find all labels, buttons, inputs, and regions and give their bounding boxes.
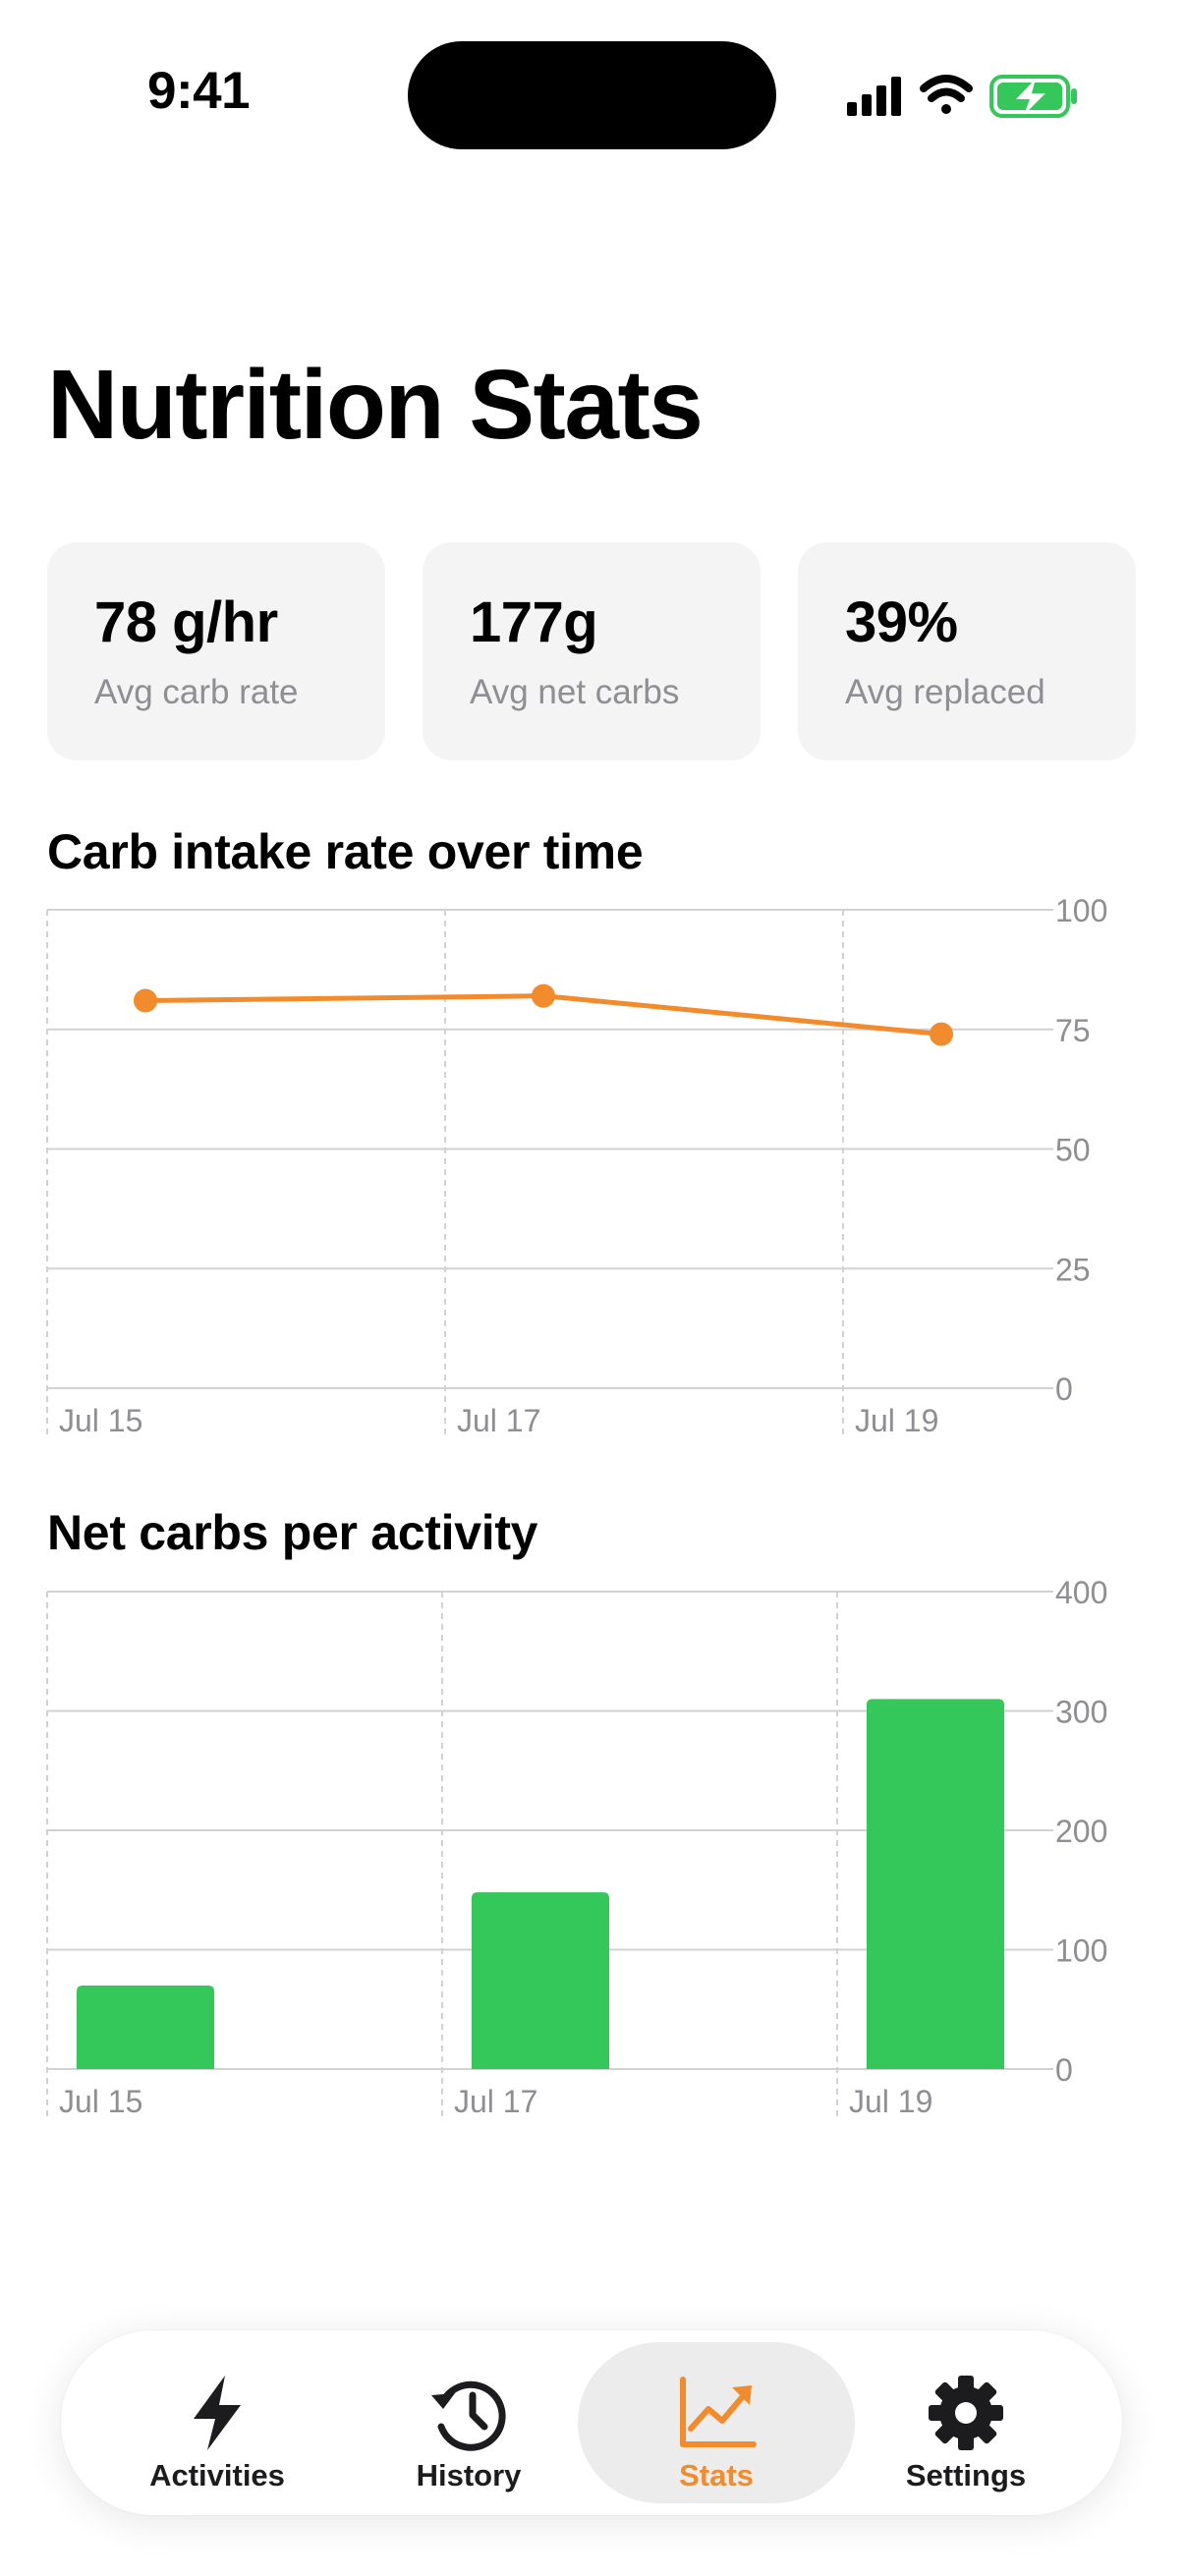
gear-icon [929,2376,1003,2450]
bolt-icon [194,2376,241,2450]
carb-rate-chart-title: Carb intake rate over time [47,824,644,879]
wifi-icon [920,75,973,114]
y-tick-label: 75 [1055,1013,1091,1048]
stat-label: Avg net carbs [470,673,680,711]
stat-value: 78 g/hr [94,590,278,654]
carb-rate-line-chart: 0 25 50 75 100 Jul 15 Jul 17 Jul 19 [46,893,1107,1438]
tab-settings[interactable]: Settings [827,2342,1104,2503]
bar [77,1985,214,2069]
status-icons [847,75,1077,118]
stat-value: 177g [470,590,598,654]
x-tick-label: Jul 15 [59,1403,142,1438]
tab-label: Settings [905,2458,1027,2492]
x-tick-label: Jul 19 [855,1403,938,1438]
y-tick-label: 50 [1055,1133,1091,1168]
stat-label: Avg carb rate [94,673,299,711]
history-icon [431,2380,506,2451]
y-tick-label: 25 [1055,1252,1091,1287]
data-point [134,988,157,1013]
dynamic-island [408,41,776,149]
x-tick-label: Jul 17 [454,2084,537,2119]
tab-stats[interactable]: Stats [578,2342,855,2503]
stat-label: Avg replaced [845,673,1045,711]
stat-card-carb-rate: 78 g/hr Avg carb rate [47,542,385,760]
cellular-signal-icon [847,77,901,116]
y-tick-label: 200 [1055,1814,1107,1849]
y-tick-label: 100 [1055,893,1107,928]
tab-history[interactable]: History [330,2342,607,2503]
y-tick-label: 300 [1055,1695,1107,1730]
stat-card-net-carbs: 177g Avg net carbs [423,542,761,760]
tab-label: History [416,2458,522,2492]
x-tick-label: Jul 19 [849,2084,932,2119]
net-carbs-chart-title: Net carbs per activity [47,1505,538,1560]
x-tick-label: Jul 15 [59,2084,142,2119]
stat-value: 39% [845,590,958,654]
data-point [930,1022,953,1046]
tab-bar: Activities History Stats [61,2330,1122,2515]
stat-card-replaced: 39% Avg replaced [798,542,1136,760]
tab-activities[interactable]: Activities [79,2342,356,2503]
y-tick-label: 0 [1055,1372,1073,1407]
chart-icon [680,2377,757,2447]
battery-charging-icon [989,75,1077,118]
x-tick-label: Jul 17 [457,1403,540,1438]
data-point [532,983,555,1008]
status-time: 9:41 [147,62,251,120]
net-carbs-bar-chart: 0 100 200 300 400 Jul 15 Jul 17 Jul 19 [46,1575,1107,2119]
bar [867,1699,1004,2069]
y-tick-label: 0 [1055,2052,1073,2088]
tab-label: Activities [149,2458,285,2492]
y-tick-label: 400 [1055,1575,1107,1610]
y-tick-label: 100 [1055,1933,1107,1969]
bar [472,1892,609,2069]
page-title: Nutrition Stats [47,350,704,460]
tab-label: Stats [679,2458,754,2492]
